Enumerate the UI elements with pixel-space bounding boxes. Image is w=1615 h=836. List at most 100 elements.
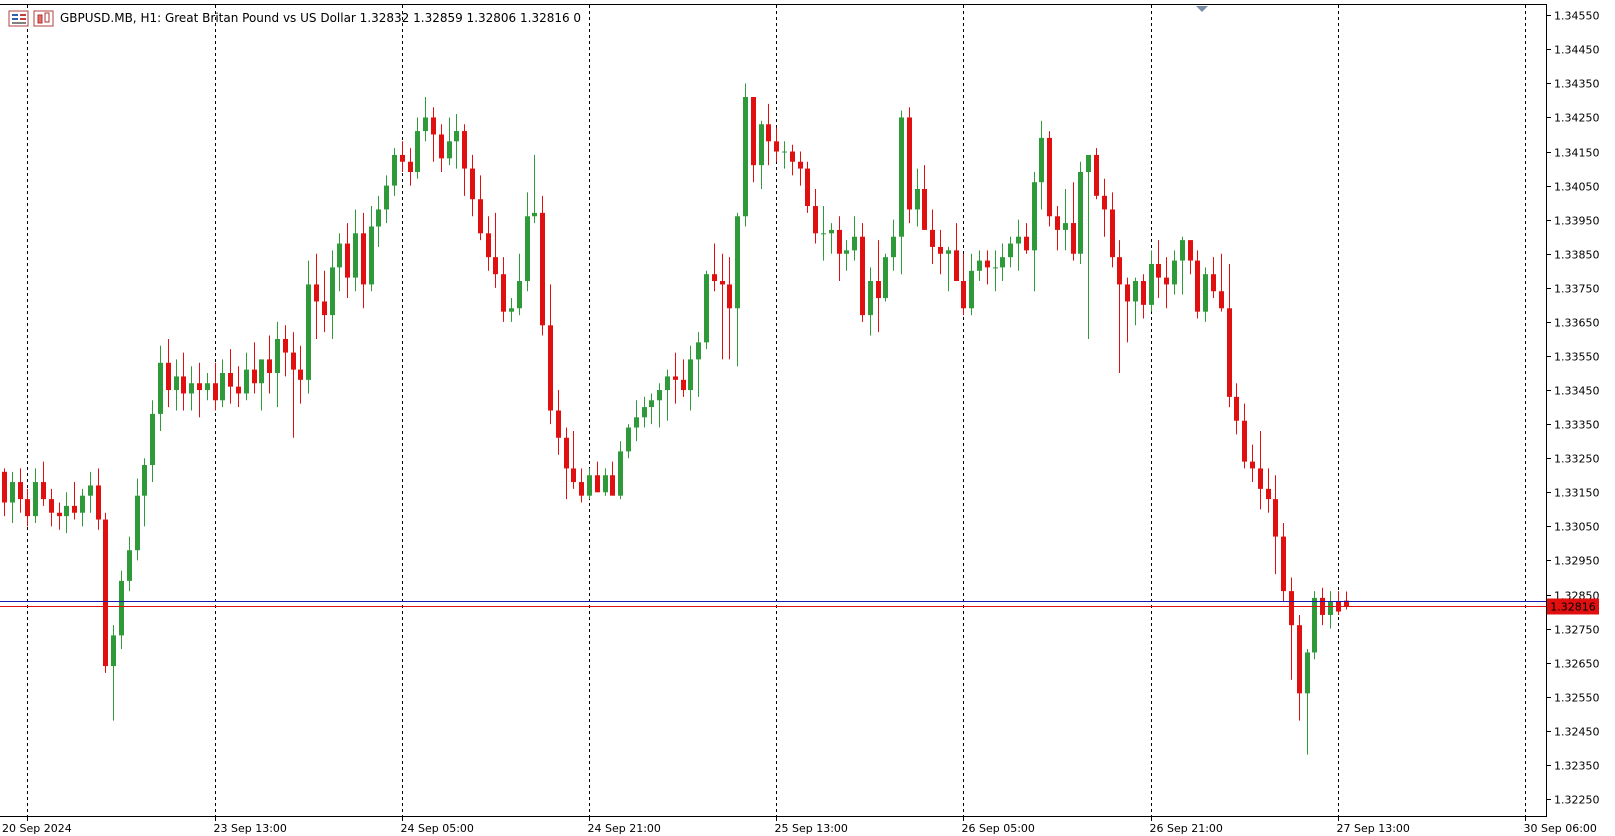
candle-body [142,465,147,496]
candle [821,206,826,261]
candle-body [548,325,553,411]
candle [985,250,990,285]
candle-body [1016,236,1021,244]
price-tick-label: 1.33950 [1554,215,1600,228]
candle-body [1086,154,1091,172]
candle [556,390,561,455]
candle [298,345,303,404]
candle [930,209,935,264]
candle-body [119,580,124,636]
candle [1305,649,1310,755]
candle [306,260,311,394]
candle-body [891,236,896,258]
candle [798,151,803,186]
candle-body [10,482,15,503]
candle-body [1039,137,1044,183]
candle-body [103,519,108,667]
candle-body [1344,600,1349,607]
candle [166,338,171,408]
candle [1180,236,1185,295]
candle [174,359,179,411]
candle-body [961,281,966,309]
candle-body [603,475,608,493]
candle [353,209,358,292]
candle [228,349,233,404]
candle [954,223,959,282]
candle-body [213,383,218,401]
candle-body [564,437,569,469]
candle [1078,161,1083,264]
candle [782,141,787,169]
candle [876,240,881,333]
candle [181,352,186,411]
candles-icon[interactable] [33,10,54,27]
candle-body [727,284,732,309]
candle [603,468,608,496]
candle-body [922,189,927,230]
candle [704,270,709,350]
candle [712,243,717,292]
candle-body [330,267,335,316]
candle-body [88,485,93,496]
candle [907,107,912,224]
candle-body [610,475,615,496]
candle [618,441,623,500]
chart-shift-marker-icon[interactable] [1196,6,1208,12]
candle [1039,120,1044,210]
candle [49,488,54,527]
current-price-tag: 1.32816 [1547,598,1599,615]
candle [899,110,904,275]
candle [1110,192,1115,268]
candle [447,117,452,166]
candle [345,223,350,299]
candle [314,253,319,339]
candle [525,192,530,292]
candle [1289,577,1294,680]
candle [1164,257,1169,309]
candle-body [1172,260,1177,285]
price-tick-label: 1.34150 [1554,147,1600,160]
candle [1102,178,1107,237]
candle [25,488,30,527]
candle [415,117,420,179]
candle [1117,240,1122,374]
candle-body [587,475,592,496]
candle [337,233,342,292]
candle [868,267,873,336]
candle-body [1141,281,1146,305]
candle [205,373,210,401]
candle [681,359,686,397]
candle-body [829,229,834,234]
candle-body [868,281,873,316]
candle-body [1125,284,1130,302]
candle [291,332,296,438]
chart-menu-icon[interactable] [8,10,29,27]
candle [1141,274,1146,319]
candle-body [525,216,530,282]
candle-body [18,482,23,500]
candle [322,270,327,333]
candle-body [556,410,561,438]
candle-body [127,550,132,581]
candle-body [1211,274,1216,292]
candle-body [883,257,888,299]
candle-body [470,168,475,200]
candle-body [486,233,491,258]
candle-body [712,274,717,282]
price-tick-label: 1.32450 [1554,726,1600,739]
price-tick-label: 1.32950 [1554,555,1600,568]
price-tick-label: 1.33850 [1554,249,1600,262]
candle [571,430,576,489]
candle [774,127,779,162]
candle-body [540,212,545,326]
candle-body [236,386,241,394]
candle [392,148,397,196]
candle [478,175,483,241]
candle [189,366,194,411]
candle [142,458,147,527]
candle-body [1063,223,1068,230]
candle-body [634,417,639,428]
price-tick-label: 1.33150 [1554,487,1600,500]
